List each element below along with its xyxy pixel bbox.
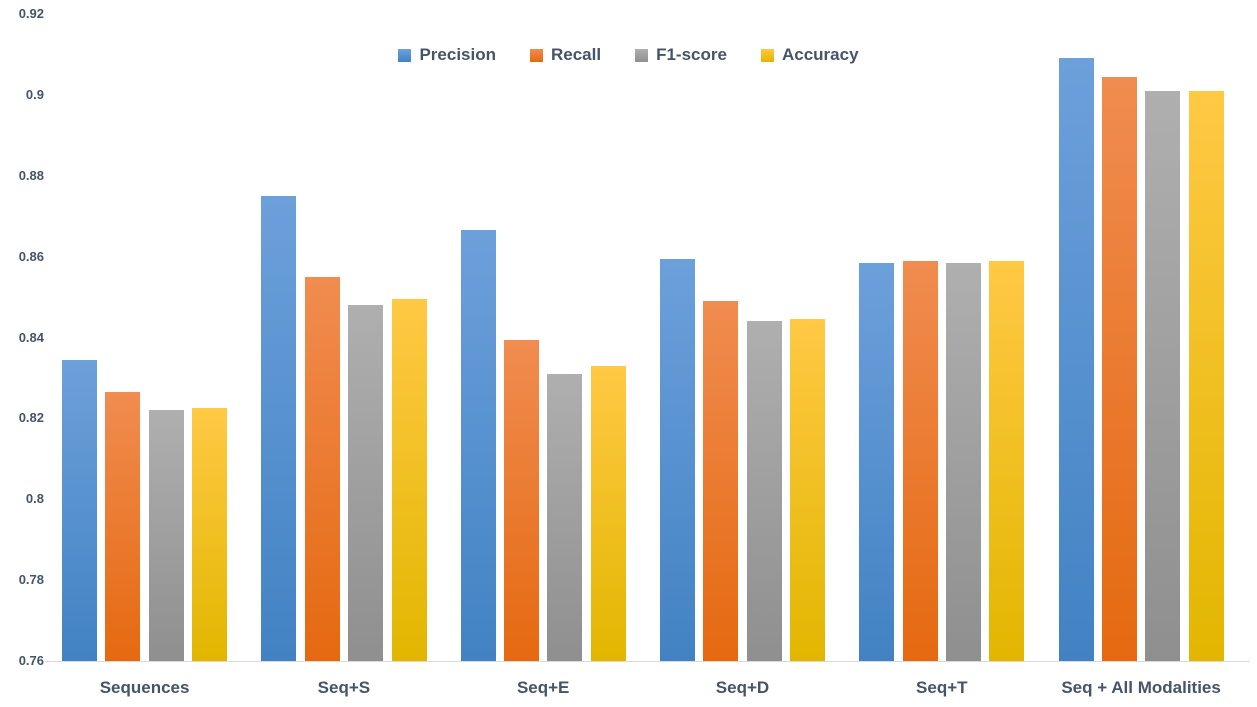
bar-recall — [304, 276, 340, 661]
x-axis-category-label: Seq+T — [916, 678, 968, 697]
x-axis-category-label: Seq + All Modalities — [1061, 678, 1221, 697]
bar-f1-score — [148, 410, 184, 661]
y-axis-tick-label: 0.86 — [18, 248, 44, 264]
bar-f1-score — [1145, 90, 1181, 661]
legend-label: F1-score — [656, 45, 727, 64]
legend-label: Precision — [419, 45, 496, 64]
bar-recall — [504, 339, 539, 661]
precision-legend-swatch-icon — [398, 48, 412, 62]
bar-precision — [460, 230, 496, 661]
x-axis-baseline — [45, 661, 1250, 662]
bar-accuracy — [989, 260, 1025, 661]
legend-item-f1-score: F1-score — [635, 45, 727, 65]
bar-precision — [261, 195, 297, 661]
bar-precision — [1058, 58, 1094, 661]
bar-accuracy — [590, 365, 626, 661]
y-axis-tick-label: 0.92 — [18, 6, 44, 21]
y-axis-tick-label: 0.84 — [18, 329, 44, 345]
y-axis-tick-label: 0.76 — [18, 653, 44, 668]
y-axis-tick-label: 0.88 — [18, 167, 44, 183]
bar-f1-score — [348, 305, 384, 661]
legend-label: Recall — [551, 45, 602, 64]
bar-precision — [62, 359, 97, 661]
y-axis-tick-label: 0.78 — [18, 572, 44, 588]
legend-label: Accuracy — [781, 45, 859, 64]
bar-recall — [1101, 76, 1137, 661]
bar-accuracy — [790, 319, 826, 661]
bar-precision — [659, 258, 695, 661]
bar-precision — [859, 262, 895, 661]
bar-recall — [902, 260, 938, 661]
bar-accuracy — [192, 408, 228, 661]
legend-item-accuracy: Accuracy — [760, 45, 859, 65]
recall-legend-swatch-icon — [530, 48, 543, 62]
bar-accuracy — [1188, 90, 1224, 661]
legend-item-precision: Precision — [398, 45, 496, 65]
x-axis-category-label: Seq+E — [516, 678, 570, 697]
y-axis-tick-label: 0.9 — [25, 86, 44, 102]
accuracy-legend-swatch-icon — [760, 48, 774, 62]
x-axis-category-label: Sequences — [99, 678, 190, 697]
bar-f1-score — [547, 373, 583, 661]
x-axis-category-label: Seq+S — [317, 678, 371, 697]
bar-accuracy — [391, 299, 427, 661]
bar-f1-score — [746, 321, 782, 661]
x-axis-category-label: Seq+D — [715, 678, 770, 697]
legend-item-recall: Recall — [530, 45, 601, 65]
bar-recall — [703, 301, 739, 661]
bar-f1-score — [946, 262, 981, 661]
y-axis-tick-label: 0.82 — [18, 410, 44, 426]
y-axis-tick-label: 0.8 — [25, 491, 44, 507]
chart-legend: Precision Recall F1-score Accuracy — [0, 45, 1257, 65]
bar-recall — [105, 392, 141, 661]
f1-score-legend-swatch-icon — [635, 48, 649, 62]
